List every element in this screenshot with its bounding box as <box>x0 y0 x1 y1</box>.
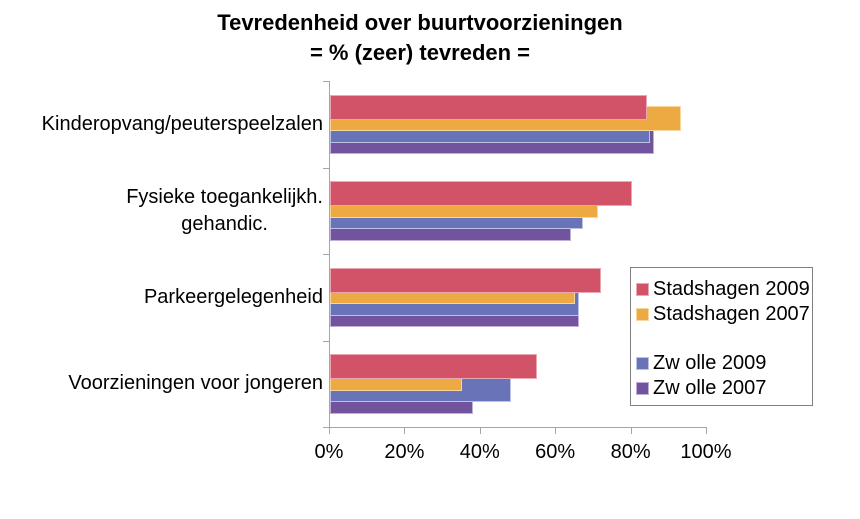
legend-item-stadshagen-2007: Stadshagen 2007 <box>636 302 812 327</box>
category-label-line: Fysieke toegankelijkh. <box>126 185 323 208</box>
x-axis-tick <box>706 428 707 434</box>
legend-item-zw-olle-2009: Zw olle 2009 <box>636 351 812 376</box>
x-tick-label: 80% <box>610 441 651 463</box>
x-tick-label: 20% <box>384 441 425 463</box>
x-tick-label: 60% <box>535 441 576 463</box>
x-tick-label: 100% <box>680 441 732 463</box>
x-tick-label: 0% <box>314 441 344 463</box>
legend: Stadshagen 2009 Stadshagen 2007 Zw olle 20… <box>630 267 813 406</box>
category-label: Parkeergelegenheid <box>0 254 323 341</box>
x-axis-line <box>329 427 707 428</box>
x-axis-tick <box>404 428 406 434</box>
category-label-line: gehandic. <box>181 212 268 235</box>
legend-swatch-zw-olle-2009 <box>636 357 649 370</box>
category-label-line: Parkeergelegenheid <box>143 285 323 308</box>
bar-stadshagen-2009 <box>330 267 602 293</box>
category-label-text: Parkeergelegenheid <box>144 284 323 311</box>
y-axis-tick <box>323 167 329 169</box>
category-label-text: Fysieke toegankelijkh. gehandic. <box>126 184 323 238</box>
y-axis-tick <box>323 81 329 82</box>
bar-stadshagen-2009 <box>330 94 647 120</box>
x-axis-tick <box>329 428 330 434</box>
chart-title-line1: Tevredenheid over buurtvoorzieningen <box>217 10 623 35</box>
chart-title-line2: = % (zeer) tevreden = <box>309 40 531 65</box>
y-axis-tick <box>323 340 329 342</box>
x-axis-tick <box>479 428 481 434</box>
legend-swatch-stadshagen-2009 <box>636 283 649 296</box>
plot-area <box>323 81 707 434</box>
legend-label: Stadshagen 2009 <box>653 278 810 300</box>
legend-item-zw-olle-2007: Zw olle 2007 <box>636 376 812 401</box>
legend-item-stadshagen-2009: Stadshagen 2009 <box>636 277 812 302</box>
legend-label: Zw olle 2007 <box>653 377 767 399</box>
category-label-line: Voorzieningen voor jongeren <box>68 372 323 395</box>
bar-stadshagen-2009 <box>330 354 538 379</box>
bar-stadshagen-2009 <box>330 181 632 206</box>
x-axis-tick <box>630 428 632 434</box>
chart-title: Tevredenheid over buurtvoorzieningen = %… <box>0 8 840 68</box>
legend-swatch-stadshagen-2007 <box>636 308 649 321</box>
legend-label: Stadshagen 2007 <box>653 303 810 325</box>
category-label-text: Kinderopvang/peuterspeelzalen <box>42 111 323 138</box>
category-label-line: Kinderopvang/peuterspeelzalen <box>41 112 323 135</box>
legend-label: Zw olle 2009 <box>653 352 767 374</box>
x-axis-tick <box>555 428 557 434</box>
category-label-text: Voorzieningen voor jongeren <box>68 370 323 397</box>
y-axis-tick <box>323 427 329 428</box>
category-label: Voorzieningen voor jongeren <box>0 341 323 428</box>
legend-swatch-zw-olle-2007 <box>636 382 649 395</box>
legend-spacer <box>636 327 812 351</box>
y-axis-tick <box>323 254 329 255</box>
y-axis-line <box>329 81 330 428</box>
category-label: Kinderopvang/peuterspeelzalen <box>0 81 323 168</box>
x-tick-label: 40% <box>459 441 500 463</box>
category-label: Fysieke toegankelijkh. gehandic. <box>0 168 323 255</box>
